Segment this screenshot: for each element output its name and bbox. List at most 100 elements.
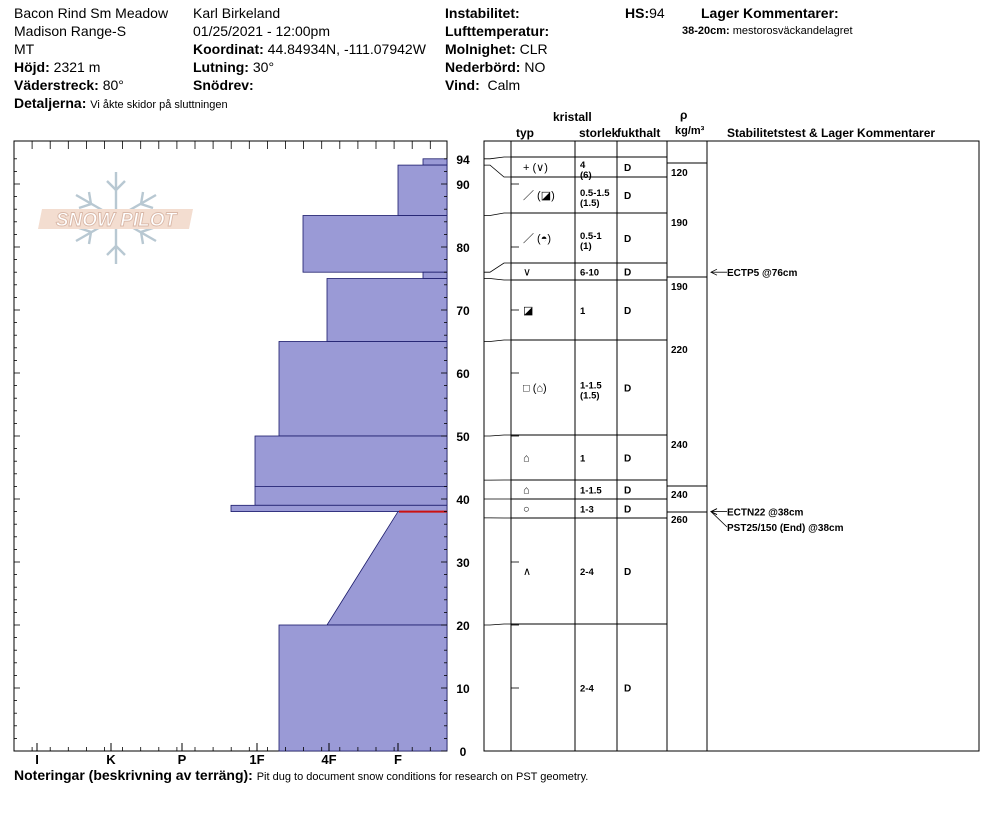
hardness-tick-label: I	[35, 752, 39, 767]
layer-comment-row: 38-20cm: mestorosväckandelagret	[682, 22, 853, 40]
layer-moisture: D	[624, 306, 631, 317]
layer-grain-type: ◪	[523, 305, 533, 317]
layer-moisture: D	[624, 454, 631, 465]
stability-arrowhead	[710, 268, 718, 276]
depth-tick-label: 90	[456, 178, 470, 192]
depth-tick-label: 10	[456, 682, 470, 696]
header-left: Bacon Rind Sm Meadow Madison Range-S MT …	[14, 4, 228, 114]
depth-tick-label: 30	[456, 556, 470, 570]
hs-row: HS:94	[625, 4, 665, 22]
layer-moisture: D	[624, 234, 631, 245]
density-value: 190	[671, 218, 688, 229]
layer-grain-size-alt: (1.5)	[580, 198, 600, 209]
layer-grain-type: ⌂	[523, 485, 530, 497]
layer-grain-size: 1-3	[580, 505, 594, 516]
sky-value: CLR	[519, 41, 548, 57]
observer-name: Karl Birkeland	[193, 5, 281, 21]
layer-connector	[484, 434, 511, 437]
layer-moisture: D	[624, 191, 631, 202]
details-label: Detaljerna:	[14, 95, 87, 111]
layer-grain-type: + (∨)	[523, 162, 548, 174]
layer-grain-size: 2-4	[580, 567, 594, 578]
layer-grain-type: ⌂	[523, 453, 530, 465]
layer-connector	[484, 262, 511, 273]
coord-label: Koordinat:	[193, 41, 264, 57]
airtemp-label: Lufttemperatur:	[445, 23, 550, 39]
layer-grain-type: ∨	[523, 267, 531, 279]
layer-connector	[484, 212, 511, 216]
layer-comments-label: Lager Kommentarer:	[701, 5, 839, 21]
layer-connector	[484, 164, 511, 178]
layer-connector	[484, 278, 511, 281]
depth-tick-label: 50	[456, 430, 470, 444]
layer-grain-type: ○	[523, 504, 530, 516]
mountain-range: Madison Range-S	[14, 23, 127, 39]
layer-grain-size: 2-4	[580, 684, 594, 695]
hs-value: 94	[649, 5, 665, 21]
coord-row: Koordinat: 44.84934N, -111.07942W	[193, 40, 426, 58]
layer-grain-type: ∧	[523, 566, 531, 578]
layer-moisture: D	[624, 384, 631, 395]
density-value: 240	[671, 490, 688, 501]
stability-header: Stabilitetstest & Lager Kommentarer	[727, 126, 936, 140]
hs-tick-label: 94	[456, 153, 470, 167]
snow-pilot-logo: SNOW PILOT	[38, 172, 193, 264]
coord-value: 44.84934N, -111.07942W	[267, 41, 426, 57]
layer-connector	[484, 339, 511, 342]
hardness-tick-label: P	[178, 752, 187, 767]
wind-row: Vind: Calm	[445, 76, 549, 94]
hs-label: HS:	[625, 5, 650, 21]
hardness-bar	[278, 341, 448, 437]
hardness-graph: I K P 1F 4F F 0 10 20 30 40 50 60 70 80 90 94	[13, 140, 470, 767]
precip-row: Nederbörd: NO	[445, 58, 549, 76]
crystal-header: kristall	[553, 110, 592, 124]
elevation-row: Höjd: 2321 m	[14, 58, 228, 76]
details-row: Detaljerna: Vi åkte skidor på sluttninge…	[14, 94, 228, 114]
stability-arrowhead	[710, 508, 718, 515]
depth-tick-label: 80	[456, 241, 470, 255]
slope-label: Lutning:	[193, 59, 249, 75]
slope-value: 30°	[252, 59, 275, 75]
layer-grain-size: 1	[580, 306, 586, 317]
layer-grain-size-alt: (1.5)	[580, 391, 600, 402]
layer-moisture: D	[624, 505, 631, 516]
layer-grain-type: □ (⌂)	[523, 383, 547, 395]
slope-row: Lutning: 30°	[193, 58, 426, 76]
layer-grain-size: 0.5-1.5	[580, 188, 610, 199]
depth-tick-label: 0	[460, 745, 467, 759]
depth-tick-label: 60	[456, 367, 470, 381]
drift-row: Snödrev:	[193, 76, 426, 94]
precip-label: Nederbörd:	[445, 59, 521, 75]
layer-grain-size: 6-10	[580, 268, 599, 279]
density-value: 240	[671, 440, 688, 451]
layer-moisture: D	[624, 567, 631, 578]
layer-grain-size-alt: (1)	[580, 241, 592, 252]
hardness-bar	[422, 158, 448, 166]
hardness-bar	[397, 164, 448, 216]
layer-grain-size: 1	[580, 454, 586, 465]
header-conditions: Instabilitet: Lufttemperatur: Molnighet:…	[445, 4, 549, 94]
layer-moisture: D	[624, 486, 631, 497]
header-middle: Karl Birkeland 01/25/2021 - 12:00pm Koor…	[193, 4, 426, 94]
location-name: Bacon Rind Sm Meadow	[14, 5, 169, 21]
layer-connector	[484, 623, 511, 626]
layer-grain-size: 1-1.5	[580, 486, 602, 497]
density-value: 220	[671, 345, 688, 356]
density-value: 120	[671, 168, 688, 179]
type-header: typ	[516, 126, 534, 140]
stability-test-label: ECTN22 @38cm	[727, 508, 804, 519]
hardness-tick-label: F	[394, 752, 402, 767]
layer-connector	[484, 156, 511, 160]
precip-value: NO	[524, 59, 546, 75]
layer-grain-type: ／ (◪)	[523, 189, 555, 202]
notes-label: Noteringar (beskrivning av terräng):	[14, 767, 253, 783]
hardness-tick-label: 4F	[321, 752, 336, 767]
logo-text: SNOW PILOT	[56, 210, 178, 231]
observation-datetime: 01/25/2021 - 12:00pm	[193, 23, 330, 39]
aspect-value: 80°	[102, 77, 124, 93]
aspect-row: Väderstreck: 80°	[14, 76, 228, 94]
rho-header: ρ	[680, 108, 688, 122]
sky-label: Molnighet:	[445, 41, 516, 57]
sky-row: Molnighet: CLR	[445, 40, 549, 58]
density-value: 190	[671, 282, 688, 293]
